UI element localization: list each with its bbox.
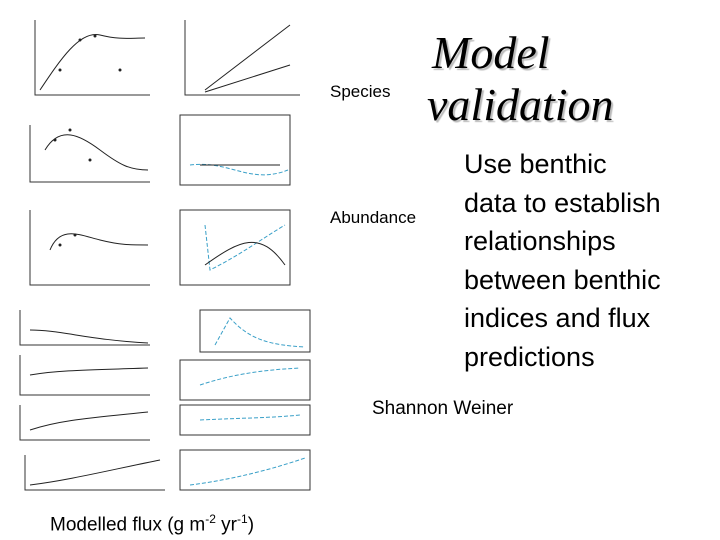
mini-chart (29, 210, 150, 286)
caption-part: ) (247, 514, 255, 536)
mini-chart (179, 404, 311, 436)
mini-chart (184, 20, 300, 96)
caption-sup: -1 (237, 512, 248, 526)
label: Species (330, 82, 391, 101)
mini-chart (34, 20, 150, 96)
title-line: validation (427, 79, 614, 130)
body-line: relationships (464, 226, 616, 256)
body-line: between benthic (464, 264, 661, 295)
mini-chart (179, 114, 291, 186)
mini-chart (19, 355, 150, 396)
body-line: indices and flux (464, 303, 651, 333)
mini-chart (24, 455, 165, 491)
label: Abundance (330, 208, 417, 227)
body-line: Use benthic (464, 149, 607, 179)
axis-caption: Modelled flux (g m-2 yr-1) (50, 512, 254, 536)
caption-part: Modelled flux (g m (50, 514, 206, 536)
body-line: data to establish (464, 187, 661, 218)
mini-chart (179, 359, 311, 401)
mini-chart (19, 310, 150, 346)
mini-chart (179, 449, 311, 491)
body-line: predictions (464, 341, 595, 372)
chart-collage (19, 20, 311, 491)
label: Shannon Weiner (372, 398, 514, 419)
mini-chart (19, 405, 150, 441)
caption-part: yr (215, 514, 238, 536)
body-text: Use benthic data to establish relationship… (464, 145, 661, 376)
mini-chart (29, 125, 150, 183)
caption-sup: -2 (205, 512, 216, 526)
mini-chart (179, 209, 291, 286)
title-line: Model (432, 27, 550, 78)
mini-chart (199, 309, 311, 353)
